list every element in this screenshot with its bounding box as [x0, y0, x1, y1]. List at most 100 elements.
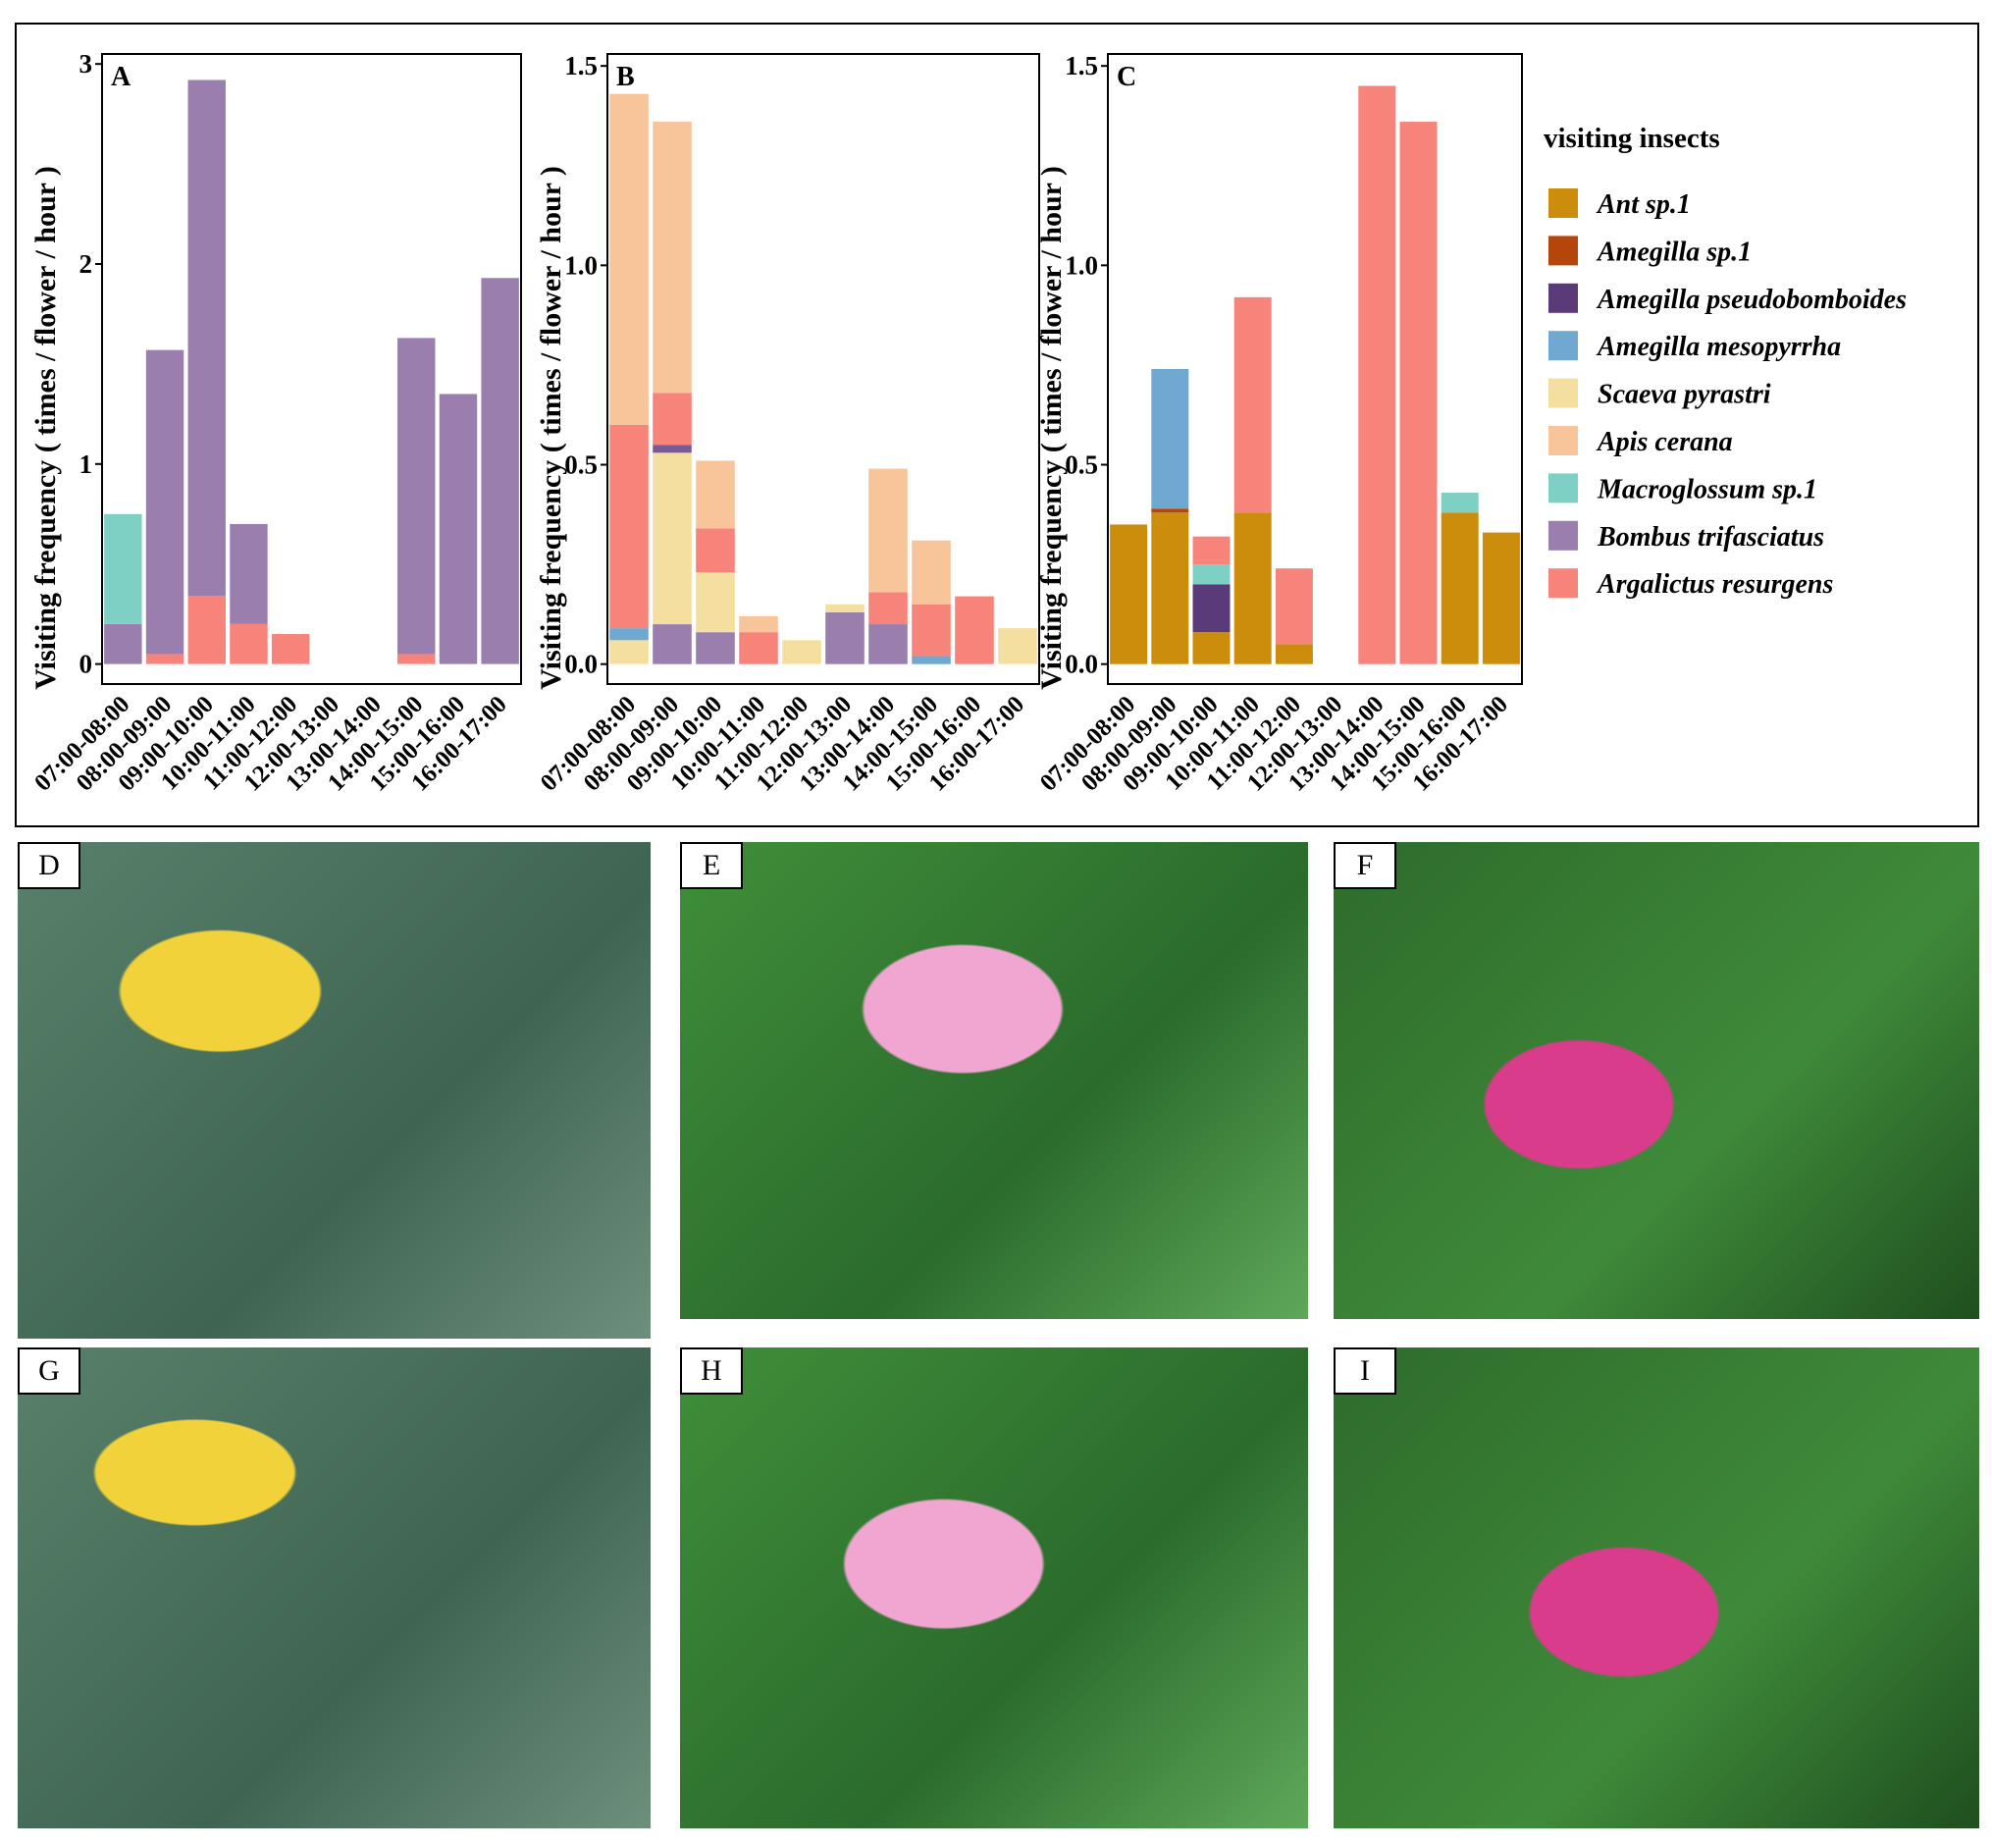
bar-segment [653, 452, 692, 625]
bar-segment [1233, 296, 1272, 513]
bar-segment [1275, 644, 1313, 664]
bar-segment [1192, 564, 1231, 585]
bar-segment [696, 632, 735, 664]
y-tick-label: 0.5 [564, 450, 598, 480]
photo: H [680, 1347, 1308, 1828]
charts-frame [15, 23, 1979, 827]
legend-swatch [1548, 520, 1578, 551]
y-tick-label: 1.0 [1065, 250, 1098, 280]
bar-segment [1441, 512, 1479, 664]
photo-label: I [1334, 1347, 1396, 1395]
bar-segment [696, 528, 735, 573]
bar-segment [868, 592, 908, 625]
y-axis-label: Visiting frequency ( times / flower / ho… [1035, 166, 1068, 690]
bar-segment [230, 623, 268, 664]
photo-label: F [1334, 842, 1396, 889]
legend-entry: Amegilla mesopyrrha [1596, 332, 1841, 362]
bar-segment [825, 611, 865, 664]
photo: G [18, 1347, 651, 1828]
bar-segment [609, 640, 649, 664]
legend-entry: Amegilla pseudobomboides [1596, 285, 1907, 315]
photo: F [1334, 842, 1979, 1319]
bar-segment [104, 623, 142, 664]
plot-frame [606, 53, 1040, 685]
bar-segment [1482, 532, 1520, 664]
bar-segment [187, 596, 226, 664]
photo: D [18, 842, 651, 1339]
y-tick-label: 0.0 [1065, 650, 1098, 679]
bar-segment [609, 93, 649, 425]
bar-segment [739, 615, 778, 633]
bar-segment [609, 424, 649, 629]
bar-segment [230, 523, 268, 624]
bar-segment [653, 122, 692, 394]
bar-segment [825, 604, 865, 612]
bar-segment [653, 393, 692, 446]
panel-label: C [1117, 62, 1136, 92]
bar-segment [187, 79, 226, 597]
bar-segment [998, 628, 1037, 664]
legend-swatch [1548, 426, 1578, 455]
photo-label: H [680, 1347, 743, 1395]
legend-entry: Ant sp.1 [1596, 189, 1691, 220]
bar-segment [145, 349, 184, 655]
bar-segment [739, 632, 778, 664]
y-tick-label: 2 [79, 249, 93, 279]
bar-segment [912, 604, 951, 657]
bar-segment [1110, 524, 1148, 664]
legend-swatch [1548, 283, 1578, 313]
bar-segment [609, 628, 649, 641]
legend-swatch [1548, 378, 1578, 408]
y-tick-label: 0.5 [1065, 450, 1098, 480]
y-tick-label: 1 [79, 449, 93, 479]
photo-label: E [680, 842, 743, 889]
y-tick-label: 1.5 [1065, 51, 1098, 80]
bar-segment [912, 540, 951, 605]
bar-segment [868, 468, 908, 593]
bar-segment [1192, 632, 1231, 664]
plot-frame [101, 53, 522, 685]
photo-label: D [18, 842, 80, 889]
legend-swatch [1548, 188, 1578, 218]
bar-segment [653, 445, 692, 453]
bar-segment [1192, 584, 1231, 633]
bar-segment [1151, 369, 1189, 509]
bar-segment [955, 596, 994, 664]
bar-segment [1358, 85, 1396, 664]
y-tick-label: 3 [79, 49, 93, 79]
bar-segment [1275, 568, 1313, 645]
legend-entry: Argalictus resurgens [1596, 569, 1833, 600]
bar-segment [1151, 508, 1189, 513]
bar-segment [397, 654, 436, 664]
legend-swatch [1548, 236, 1578, 266]
photo: E [680, 842, 1308, 1319]
bar-segment [653, 624, 692, 664]
bar-segment [696, 572, 735, 633]
y-tick-label: 1.5 [564, 51, 598, 80]
bar-segment [1441, 492, 1479, 513]
legend-title: visiting insects [1544, 123, 1720, 154]
y-axis-label: Visiting frequency ( times / flower / ho… [29, 166, 62, 690]
y-tick-label: 0.0 [564, 650, 598, 679]
y-axis-label: Visiting frequency ( times / flower / ho… [535, 166, 567, 690]
y-tick-label: 1.0 [564, 250, 598, 280]
bar-segment [397, 338, 436, 655]
bar-segment [1151, 512, 1189, 664]
legend-entry: Amegilla sp.1 [1596, 237, 1752, 267]
legend-swatch [1548, 568, 1578, 599]
y-tick-label: 0 [79, 650, 93, 679]
bar-segment [868, 624, 908, 664]
legend-entry: Apis cerana [1596, 427, 1733, 457]
bar-segment [782, 640, 821, 664]
bar-segment [1233, 512, 1272, 664]
legend-swatch [1548, 473, 1578, 503]
bar-segment [439, 394, 478, 664]
bar-segment [271, 634, 310, 664]
photo-label: G [18, 1347, 80, 1395]
legend-entry: Macroglossum sp.1 [1597, 474, 1817, 504]
bar-segment [145, 654, 184, 664]
bar-segment [1399, 122, 1438, 664]
plot-frame [1107, 53, 1523, 685]
bar-segment [1192, 536, 1231, 565]
